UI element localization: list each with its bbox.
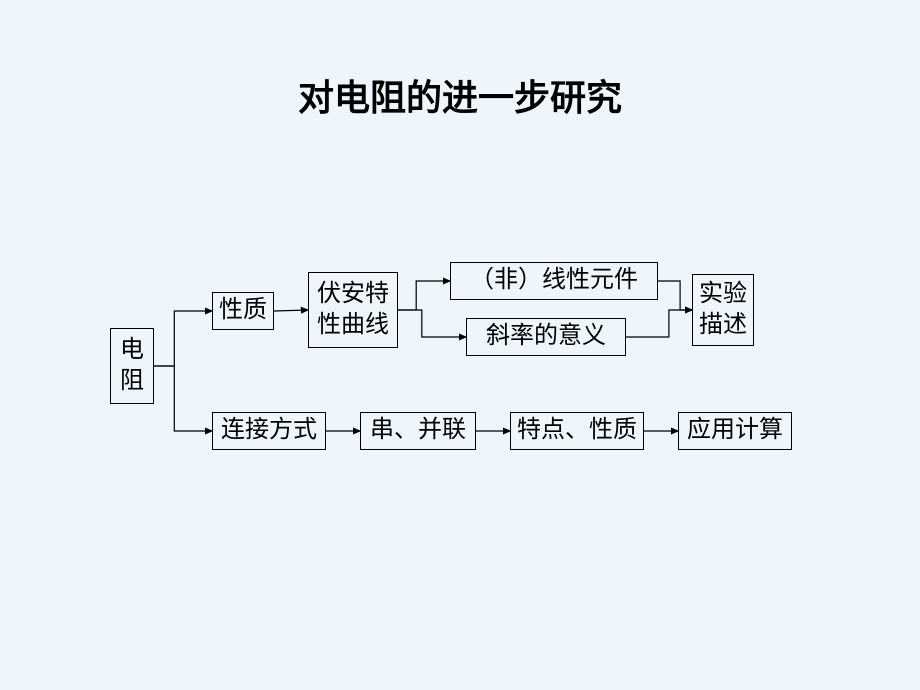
node-nonlinear: （非）线性元件 xyxy=(450,262,658,300)
node-series-parallel: 串、并联 xyxy=(360,412,476,450)
node-nature: 性质 xyxy=(212,292,274,330)
node-slope: 斜率的意义 xyxy=(466,318,626,356)
node-properties: 特点、性质 xyxy=(510,412,644,450)
node-connection: 连接方式 xyxy=(212,412,326,450)
slide: { "slide": { "background_color": "#eef5f… xyxy=(0,0,920,690)
node-calc: 应用计算 xyxy=(678,412,792,450)
node-experiment: 实验描述 xyxy=(692,274,754,346)
node-iv-curve: 伏安特性曲线 xyxy=(308,272,398,348)
slide-title: 对电阻的进一步研究 xyxy=(0,69,920,121)
node-root: 电阻 xyxy=(110,328,154,404)
